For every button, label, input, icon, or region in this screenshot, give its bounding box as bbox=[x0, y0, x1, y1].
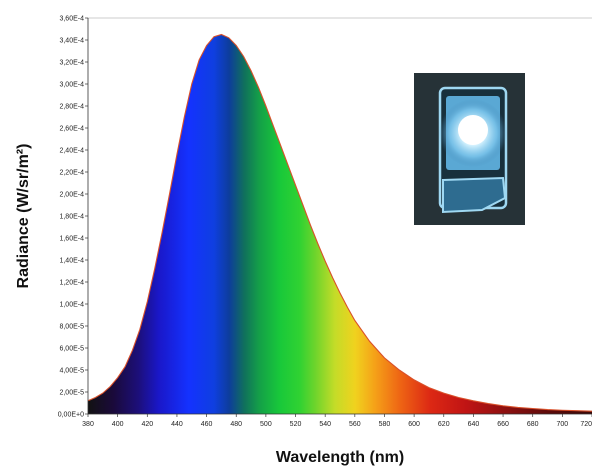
y-tick-label: 2,20E-4 bbox=[59, 170, 84, 177]
y-tick-label: 4,00E-5 bbox=[59, 368, 84, 375]
x-axis-title: Wavelength (nm) bbox=[276, 449, 404, 466]
x-tick-label: 620 bbox=[438, 421, 450, 428]
x-tick-label: 660 bbox=[497, 421, 509, 428]
x-tick-label: 480 bbox=[230, 421, 242, 428]
x-tick-label: 500 bbox=[260, 421, 272, 428]
x-tick-label: 600 bbox=[408, 421, 420, 428]
x-tick-label: 380 bbox=[82, 421, 94, 428]
glowing-led-photo-icon bbox=[414, 73, 525, 225]
y-tick-label: 3,40E-4 bbox=[59, 38, 84, 45]
y-tick-label: 1,40E-4 bbox=[59, 258, 84, 265]
y-tick-label: 2,00E-5 bbox=[59, 390, 84, 397]
y-tick-group: 0,00E+0 2,00E-5 4,00E-5 6,00E-5 8,00E-5 1,00E… bbox=[58, 16, 88, 419]
x-tick-label: 560 bbox=[349, 421, 361, 428]
y-tick-label: 3,60E-4 bbox=[59, 16, 84, 23]
y-tick-label: 0,00E+0 bbox=[58, 412, 84, 419]
x-tick-label: 680 bbox=[527, 421, 539, 428]
x-tick-label: 580 bbox=[379, 421, 391, 428]
y-tick-label: 2,80E-4 bbox=[59, 104, 84, 111]
x-tick-label: 640 bbox=[468, 421, 480, 428]
y-tick-label: 1,00E-4 bbox=[59, 302, 84, 309]
y-tick-label: 2,40E-4 bbox=[59, 148, 84, 155]
y-tick-label: 2,00E-4 bbox=[59, 192, 84, 199]
y-tick-label: 3,20E-4 bbox=[59, 60, 84, 67]
y-tick-label: 3,00E-4 bbox=[59, 82, 84, 89]
y-tick-label: 6,00E-5 bbox=[59, 346, 84, 353]
spectrum-line bbox=[87, 33, 592, 412]
y-tick-label: 1,20E-4 bbox=[59, 280, 84, 287]
y-axis-title: Radiance (W/sr/m²) bbox=[15, 144, 32, 289]
x-tick-label: 720 bbox=[580, 421, 592, 428]
x-tick-label: 440 bbox=[171, 421, 183, 428]
x-tick-label: 420 bbox=[141, 421, 153, 428]
x-tick-label: 460 bbox=[201, 421, 213, 428]
x-tick-label: 700 bbox=[557, 421, 569, 428]
x-tick-label: 520 bbox=[290, 421, 302, 428]
x-tick-label: 540 bbox=[319, 421, 331, 428]
x-tick-group: 380 400 420 440 460 480 500 520 540 560 580 600 620 6… bbox=[82, 414, 592, 428]
y-tick-label: 1,60E-4 bbox=[59, 236, 84, 243]
y-tick-label: 8,00E-5 bbox=[59, 324, 84, 331]
y-tick-label: 1,80E-4 bbox=[59, 214, 84, 221]
x-tick-label: 400 bbox=[112, 421, 124, 428]
spectrum-area bbox=[88, 34, 592, 414]
y-tick-label: 2,60E-4 bbox=[59, 126, 84, 133]
